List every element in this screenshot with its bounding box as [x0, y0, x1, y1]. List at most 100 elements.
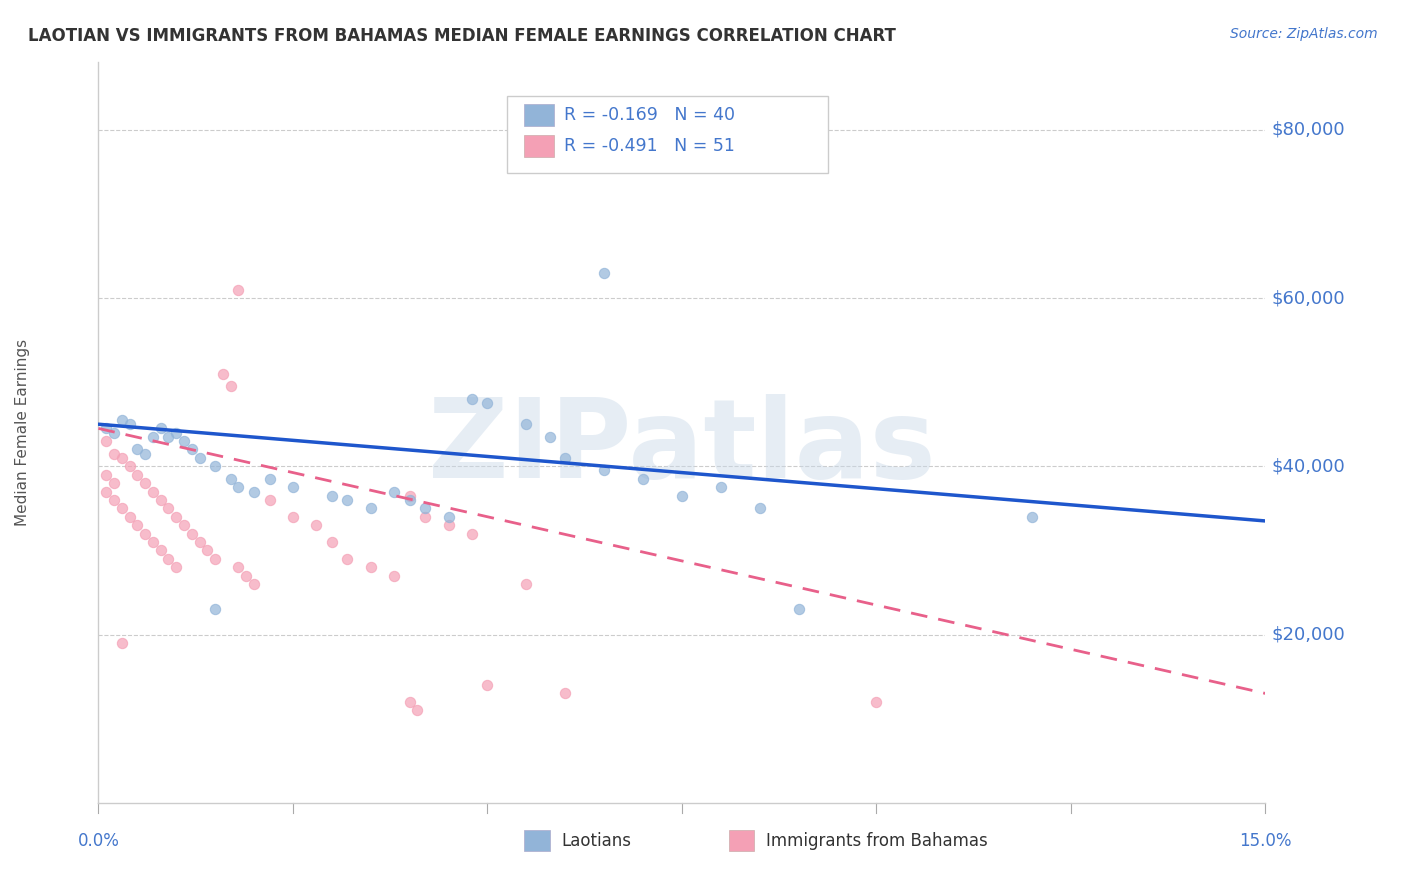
Text: ZIPatlas: ZIPatlas	[427, 394, 936, 501]
Point	[134, 447, 156, 461]
Point	[111, 450, 134, 465]
Point	[360, 501, 382, 516]
Point	[477, 678, 499, 692]
Point	[111, 636, 134, 650]
Point	[188, 535, 211, 549]
Bar	[524, 830, 550, 851]
Text: Laotians: Laotians	[562, 831, 631, 849]
Point	[228, 480, 250, 494]
Point	[96, 421, 118, 435]
Point	[103, 476, 125, 491]
Point	[461, 392, 484, 406]
Text: $20,000: $20,000	[1271, 625, 1346, 643]
Point	[360, 560, 382, 574]
Point	[243, 484, 266, 499]
Point	[413, 509, 436, 524]
Point	[413, 501, 436, 516]
Point	[173, 434, 195, 448]
Point	[787, 602, 810, 616]
Point	[173, 518, 195, 533]
Point	[149, 421, 172, 435]
Point	[165, 509, 187, 524]
Point	[235, 568, 257, 582]
Text: $60,000: $60,000	[1271, 289, 1346, 307]
Point	[710, 480, 733, 494]
Point	[259, 492, 281, 507]
Point	[149, 543, 172, 558]
Point	[398, 489, 420, 503]
Point	[157, 551, 180, 566]
Point	[103, 425, 125, 440]
Point	[111, 413, 134, 427]
Point	[228, 560, 250, 574]
Point	[142, 484, 165, 499]
Text: 15.0%: 15.0%	[1239, 832, 1292, 850]
Point	[180, 442, 202, 457]
Point	[321, 535, 343, 549]
Point	[305, 518, 328, 533]
Point	[103, 492, 125, 507]
Point	[157, 501, 180, 516]
FancyBboxPatch shape	[508, 95, 828, 173]
Point	[382, 568, 405, 582]
Point	[219, 379, 242, 393]
Point	[336, 492, 359, 507]
Text: Source: ZipAtlas.com: Source: ZipAtlas.com	[1230, 27, 1378, 41]
Point	[382, 484, 405, 499]
Point	[515, 417, 537, 432]
Point	[204, 459, 226, 474]
Point	[593, 463, 616, 477]
Point	[157, 430, 180, 444]
Point	[96, 467, 118, 482]
Point	[111, 501, 134, 516]
Point	[281, 480, 304, 494]
Point	[188, 450, 211, 465]
Point	[477, 396, 499, 410]
Point	[398, 695, 420, 709]
Point	[865, 695, 887, 709]
Point	[406, 703, 429, 717]
Point	[165, 560, 187, 574]
Text: R = -0.491   N = 51: R = -0.491 N = 51	[564, 137, 735, 155]
Point	[149, 492, 172, 507]
Point	[321, 489, 343, 503]
Text: 0.0%: 0.0%	[77, 832, 120, 850]
Point	[219, 472, 242, 486]
Point	[515, 577, 537, 591]
Text: $80,000: $80,000	[1271, 120, 1346, 139]
Point	[1021, 509, 1043, 524]
Point	[461, 526, 484, 541]
Point	[204, 602, 226, 616]
Bar	[524, 104, 554, 126]
Text: $40,000: $40,000	[1271, 458, 1346, 475]
Point	[398, 492, 420, 507]
Point	[127, 467, 149, 482]
Point	[228, 283, 250, 297]
Point	[259, 472, 281, 486]
Point	[96, 434, 118, 448]
Bar	[524, 135, 554, 157]
Point	[437, 509, 460, 524]
Bar	[728, 830, 754, 851]
Text: LAOTIAN VS IMMIGRANTS FROM BAHAMAS MEDIAN FEMALE EARNINGS CORRELATION CHART: LAOTIAN VS IMMIGRANTS FROM BAHAMAS MEDIA…	[28, 27, 896, 45]
Point	[103, 447, 125, 461]
Point	[671, 489, 693, 503]
Point	[118, 417, 141, 432]
Point	[134, 526, 156, 541]
Point	[593, 266, 616, 280]
Point	[538, 430, 561, 444]
Text: Median Female Earnings: Median Female Earnings	[15, 339, 30, 526]
Point	[118, 459, 141, 474]
Point	[195, 543, 218, 558]
Point	[554, 686, 576, 700]
Point	[631, 472, 654, 486]
Point	[204, 551, 226, 566]
Text: Immigrants from Bahamas: Immigrants from Bahamas	[766, 831, 987, 849]
Point	[142, 430, 165, 444]
Point	[281, 509, 304, 524]
Point	[127, 442, 149, 457]
Point	[748, 501, 770, 516]
Point	[212, 367, 235, 381]
Point	[437, 518, 460, 533]
Point	[554, 450, 576, 465]
